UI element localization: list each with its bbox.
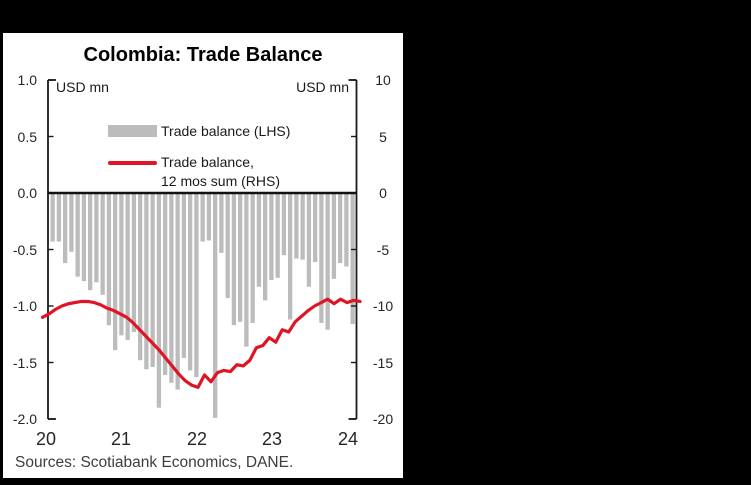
right-axis-unit-label: USD mn bbox=[296, 79, 349, 95]
legend-bar-swatch bbox=[108, 125, 157, 137]
left-ytick-label: -1.0 bbox=[12, 298, 37, 314]
trade-balance-bar bbox=[169, 193, 174, 383]
trade-balance-bar bbox=[100, 193, 105, 295]
trade-balance-bar bbox=[294, 193, 299, 259]
trade-balance-bar bbox=[144, 193, 149, 370]
trade-balance-bar bbox=[219, 193, 224, 253]
trade-balance-bar bbox=[188, 193, 193, 371]
trade-balance-bar bbox=[94, 193, 99, 283]
right-ytick-label: 5 bbox=[379, 128, 387, 145]
trade-balance-bar bbox=[56, 193, 62, 242]
trade-balance-bar bbox=[113, 193, 118, 351]
trade-balance-bar bbox=[200, 193, 205, 242]
trade-balance-bar bbox=[244, 193, 249, 347]
trade-balance-bar bbox=[69, 193, 74, 252]
trade-balance-bar bbox=[131, 193, 137, 332]
trade-balance-bar bbox=[81, 193, 87, 282]
plot-area bbox=[40, 79, 362, 420]
right-ytick-label: 0 bbox=[379, 185, 387, 201]
trade-balance-bar bbox=[263, 193, 268, 301]
trade-balance-bar bbox=[269, 193, 274, 281]
right-ytick-label: -10 bbox=[372, 298, 394, 314]
left-ytick-label: -1.5 bbox=[12, 354, 37, 371]
trade-balance-bar bbox=[194, 193, 199, 378]
trade-balance-bar bbox=[281, 193, 287, 256]
trade-balance-bar bbox=[213, 193, 218, 418]
right-ytick-label: -20 bbox=[372, 411, 394, 427]
xtick-label-23: 23 bbox=[261, 429, 283, 449]
trade-balance-bar bbox=[50, 193, 55, 242]
trade-balance-bar bbox=[250, 193, 255, 323]
trade-balance-bar bbox=[156, 193, 162, 408]
trade-balance-bar bbox=[231, 193, 237, 326]
left-axis-unit-label: USD mn bbox=[56, 79, 109, 95]
left-ytick-label: -0.5 bbox=[12, 241, 37, 258]
xtick-label-21: 21 bbox=[110, 429, 132, 449]
legend-line-swatch bbox=[108, 161, 157, 165]
trade-balance-bar bbox=[175, 193, 180, 390]
trade-balance-bar bbox=[300, 193, 305, 260]
chart-panel: Colombia: Trade Balance USD mn USD mn Tr… bbox=[3, 33, 403, 478]
xtick-label-22: 22 bbox=[186, 429, 208, 449]
trade-balance-bar bbox=[238, 193, 243, 322]
trade-balance-bar bbox=[288, 193, 293, 320]
trade-balance-bar bbox=[181, 193, 187, 358]
right-ytick-label: 10 bbox=[375, 72, 391, 88]
trade-balance-bar bbox=[138, 193, 143, 361]
trade-balance-bar bbox=[306, 193, 312, 287]
trade-balance-bar bbox=[150, 193, 155, 368]
xtick-label-20: 20 bbox=[35, 429, 57, 449]
chart-title: Colombia: Trade Balance bbox=[83, 44, 323, 66]
left-ytick-label: 0.0 bbox=[17, 185, 37, 201]
trade-balance-bar bbox=[319, 193, 324, 323]
trade-balance-bar bbox=[88, 193, 93, 291]
left-ytick-label: 0.5 bbox=[17, 128, 37, 145]
trade-balance-12mo-line bbox=[40, 297, 362, 389]
trade-balance-bar bbox=[125, 193, 130, 340]
xtick-label-24: 24 bbox=[337, 429, 359, 449]
right-ytick-label: -15 bbox=[372, 354, 394, 371]
trade-balance-bar bbox=[344, 193, 349, 267]
trade-balance-bar bbox=[256, 193, 262, 287]
left-ytick-label: -2.0 bbox=[12, 411, 37, 427]
trade-balance-bar bbox=[119, 193, 124, 336]
right-ytick-label: -5 bbox=[376, 241, 390, 258]
trade-balance-bar bbox=[106, 193, 112, 326]
trade-balance-bar bbox=[225, 193, 230, 299]
trade-balance-bar bbox=[75, 193, 80, 277]
trade-balance-bar bbox=[338, 193, 343, 264]
trade-balance-bar bbox=[313, 193, 318, 262]
trade-balance-bar bbox=[163, 193, 168, 375]
legend-line-label-line1: Trade balance, bbox=[161, 154, 254, 170]
legend-line-label-line2: 12 mos sum (RHS) bbox=[161, 173, 281, 189]
trade-balance-bar bbox=[206, 193, 212, 241]
source-note: Sources: Scotiabank Economics, DANE. bbox=[15, 454, 294, 471]
trade-balance-bar bbox=[275, 193, 280, 278]
left-ytick-label: 1.0 bbox=[17, 72, 37, 88]
trade-balance-bar bbox=[63, 193, 68, 264]
trade-balance-bar bbox=[325, 193, 330, 330]
trade-balance-bar bbox=[350, 193, 355, 325]
trade-balance-bar bbox=[331, 193, 337, 279]
legend-bar-label: Trade balance (LHS) bbox=[161, 123, 291, 139]
